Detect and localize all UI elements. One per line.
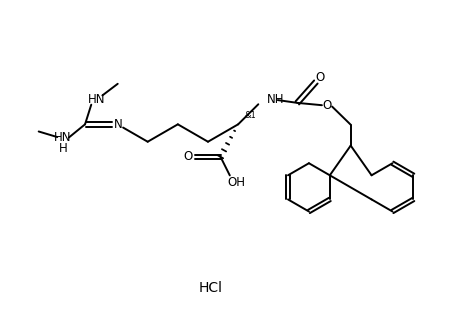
Text: N: N <box>114 118 123 131</box>
Text: O: O <box>315 71 324 84</box>
Text: HCl: HCl <box>198 281 222 295</box>
Text: H: H <box>58 142 67 155</box>
Text: O: O <box>323 99 332 112</box>
Text: HN: HN <box>54 131 71 144</box>
Text: HN: HN <box>88 93 106 106</box>
Text: O: O <box>184 150 192 163</box>
Text: NH: NH <box>267 93 284 106</box>
Text: OH: OH <box>228 176 246 189</box>
Text: &1: &1 <box>245 112 256 121</box>
